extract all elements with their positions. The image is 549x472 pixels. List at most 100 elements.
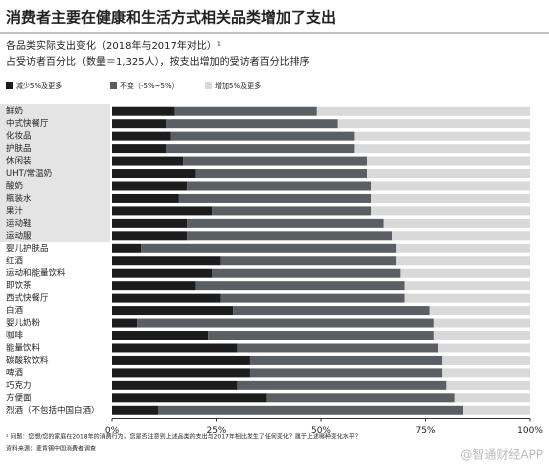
bar-segment	[112, 306, 234, 316]
category-label: 运动鞋	[6, 218, 32, 229]
bar-segment	[112, 318, 138, 328]
bar-segment	[112, 343, 238, 353]
chart-title: 消费者主要在健康和生活方式相关品类增加了支出	[6, 9, 336, 27]
bar-segment	[233, 306, 430, 316]
bar-segment	[187, 181, 372, 191]
source: 资料来源：麦肯锡中国消费者调查	[6, 445, 96, 453]
bar-segment	[170, 131, 355, 141]
bar-segment	[112, 243, 142, 253]
bar-segment	[112, 380, 238, 390]
category-label: 啤酒	[6, 367, 24, 378]
bar-segment	[404, 281, 530, 291]
legend-swatch	[6, 82, 13, 89]
category-label: 白酒	[6, 305, 24, 316]
bar-segment	[220, 256, 397, 266]
bar-segment	[183, 156, 367, 166]
bar-segment	[316, 106, 530, 116]
bar-segment	[112, 405, 158, 415]
category-label: 鲜奶	[6, 106, 23, 117]
x-tick-label: 50%	[311, 426, 331, 436]
bar-segment	[178, 193, 372, 203]
category-label: 护肤品	[6, 143, 32, 154]
legend-swatch	[205, 82, 212, 89]
bar-segment	[212, 268, 401, 278]
legend-swatch	[110, 82, 117, 89]
bar-segment	[112, 218, 188, 228]
bar-segment	[442, 368, 530, 378]
bar-segment	[371, 206, 530, 216]
bar-segment	[112, 355, 250, 365]
bar-segment	[112, 206, 213, 216]
category-label: 烈酒（不包括中国白酒）	[6, 405, 100, 416]
bar-segment	[237, 343, 439, 353]
bar-segment	[454, 393, 530, 403]
category-label: 即饮茶	[6, 280, 32, 291]
bar-segment	[249, 368, 443, 378]
bar-segment	[112, 331, 209, 340]
category-label: 碳酸软饮料	[6, 355, 49, 366]
bar-segment	[208, 331, 434, 340]
x-tick-label: 75%	[415, 426, 435, 436]
category-label: 能量饮料	[6, 342, 41, 353]
bar-segment	[371, 193, 530, 203]
bar-segment	[112, 231, 188, 241]
bar-segment	[112, 193, 179, 203]
bar-segment	[237, 380, 447, 390]
bar-segment	[112, 131, 171, 141]
bar-segment	[166, 119, 338, 129]
bar-segment	[112, 368, 250, 378]
bar-segment	[112, 393, 267, 403]
bar-segment	[429, 306, 530, 316]
x-tick-label: 100%	[517, 426, 543, 436]
bar-segment	[366, 169, 530, 179]
bar-segment	[383, 218, 530, 228]
category-label: 瓶装水	[6, 193, 32, 204]
category-label: 红酒	[6, 255, 24, 266]
bar-segment	[195, 169, 367, 179]
category-label: UHT/常温奶	[6, 168, 52, 179]
category-label: 婴儿护肤品	[6, 243, 49, 254]
bar-segment	[404, 293, 530, 303]
bar-segment	[166, 144, 355, 154]
bar-segment	[354, 131, 530, 141]
bar-segment	[446, 380, 530, 390]
category-label: 果汁	[6, 205, 24, 216]
legend-label: 不变（-5%~5%）	[120, 81, 179, 90]
bar-segment	[463, 405, 530, 415]
legend-label: 减少5%及更多	[16, 81, 62, 90]
category-label: 巧克力	[6, 380, 32, 391]
bar-segment	[112, 106, 175, 116]
category-label: 方便面	[6, 392, 32, 403]
bar-segment	[195, 281, 405, 291]
subtitle: 占受访者百分比（数量＝1,325人），按支出增加的受访者百分比排序	[6, 55, 310, 68]
bar-segment	[396, 256, 530, 266]
bar-segment	[157, 405, 464, 415]
bar-segment	[266, 393, 455, 403]
category-label: 休闲装	[6, 156, 32, 167]
footnote: ¹ 问题：您想/您的家庭在2018年的消费行为，您是否注意到上述品类的支出与20…	[6, 433, 361, 441]
bar-segment	[112, 181, 188, 191]
category-label: 中式快餐厅	[6, 118, 49, 129]
category-label: 酸奶	[6, 180, 23, 191]
bar-segment	[396, 243, 530, 253]
bar-segment	[392, 231, 530, 241]
bar-segment	[433, 331, 530, 340]
bar-segment	[371, 181, 530, 191]
subtitle: 各品类实际支出变化（2018年与2017年对比）¹	[6, 39, 221, 52]
bar-segment	[187, 218, 384, 228]
bar-segment	[112, 156, 184, 166]
bar-segment	[112, 119, 167, 129]
bar-segment	[366, 156, 530, 166]
bar-segment	[112, 144, 167, 154]
category-label: 婴儿奶粉	[6, 318, 41, 329]
bar-segment	[212, 206, 372, 216]
category-label: 咖啡	[6, 330, 24, 341]
bar-segment	[220, 293, 405, 303]
bar-segment	[137, 318, 434, 328]
bar-segment	[400, 268, 530, 278]
category-label: 西式快餐厅	[6, 293, 49, 304]
bar-segment	[442, 355, 530, 365]
category-label: 运动服	[6, 230, 32, 241]
bar-segment	[112, 293, 221, 303]
x-tick-label: 25%	[206, 426, 226, 436]
